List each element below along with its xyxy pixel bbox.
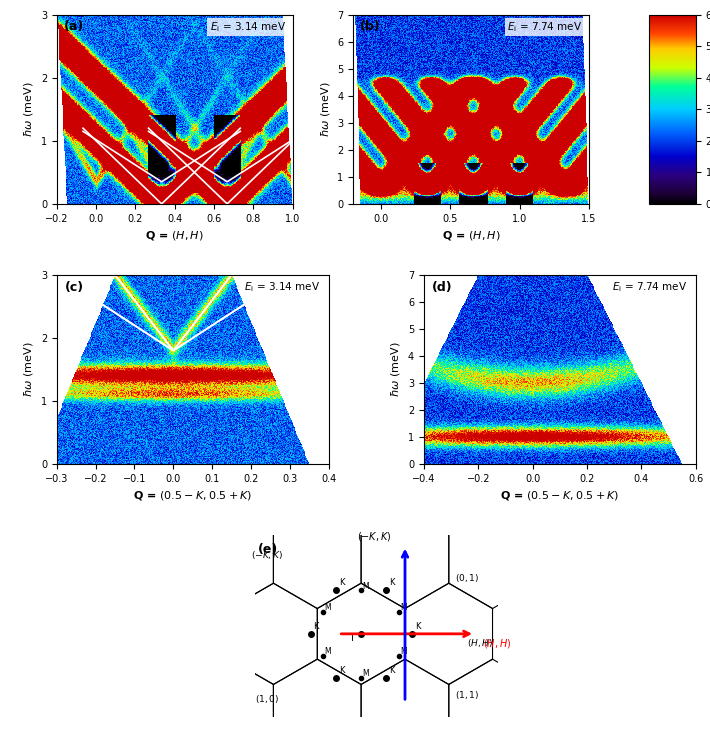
Text: M: M bbox=[324, 603, 332, 613]
Text: K: K bbox=[339, 666, 344, 675]
Y-axis label: $\hbar\omega$ (meV): $\hbar\omega$ (meV) bbox=[389, 342, 403, 397]
Text: K: K bbox=[390, 666, 395, 675]
Text: M: M bbox=[363, 669, 369, 678]
Text: M: M bbox=[400, 603, 407, 613]
Text: $(0, 1)$: $(0, 1)$ bbox=[455, 572, 479, 583]
Text: (d): (d) bbox=[432, 280, 453, 294]
Text: $E_\mathrm{i}$ = 3.14 meV: $E_\mathrm{i}$ = 3.14 meV bbox=[244, 280, 320, 294]
Y-axis label: $\hbar\omega$ (meV): $\hbar\omega$ (meV) bbox=[22, 342, 36, 397]
X-axis label: $\mathbf{Q}$ = $(0.5-K, 0.5+K)$: $\mathbf{Q}$ = $(0.5-K, 0.5+K)$ bbox=[501, 490, 620, 502]
Text: $(H, H)$: $(H, H)$ bbox=[467, 637, 494, 649]
Text: $(-K, K)$: $(-K, K)$ bbox=[251, 549, 283, 561]
Y-axis label: $\hbar\omega$ (meV): $\hbar\omega$ (meV) bbox=[319, 81, 332, 137]
X-axis label: $\mathbf{Q}$ = $(H, H)$: $\mathbf{Q}$ = $(H, H)$ bbox=[442, 229, 501, 242]
Text: (b): (b) bbox=[360, 20, 381, 34]
Text: M: M bbox=[324, 647, 332, 656]
Text: K: K bbox=[314, 622, 319, 631]
Text: (a): (a) bbox=[64, 20, 84, 34]
Text: $(H, H)$: $(H, H)$ bbox=[483, 637, 511, 650]
Text: (e): (e) bbox=[258, 542, 278, 556]
Text: (c): (c) bbox=[65, 280, 84, 294]
Text: $E_\mathrm{i}$ = 7.74 meV: $E_\mathrm{i}$ = 7.74 meV bbox=[507, 20, 582, 34]
Text: $(1, 1)$: $(1, 1)$ bbox=[455, 689, 479, 701]
Text: $E_\mathrm{i}$ = 7.74 meV: $E_\mathrm{i}$ = 7.74 meV bbox=[612, 280, 688, 294]
Text: M: M bbox=[400, 647, 407, 656]
Text: K: K bbox=[339, 578, 344, 588]
Text: $\Gamma$: $\Gamma$ bbox=[351, 632, 358, 643]
X-axis label: $\mathbf{Q}$ = $(0.5-K, 0.5+K)$: $\mathbf{Q}$ = $(0.5-K, 0.5+K)$ bbox=[133, 490, 252, 502]
X-axis label: $\mathbf{Q}$ = $(H, H)$: $\mathbf{Q}$ = $(H, H)$ bbox=[146, 229, 204, 242]
Y-axis label: $\hbar\omega$ (meV): $\hbar\omega$ (meV) bbox=[22, 81, 36, 137]
Text: $(1, 0)$: $(1, 0)$ bbox=[255, 693, 279, 705]
Text: K: K bbox=[415, 622, 420, 631]
Text: K: K bbox=[390, 578, 395, 588]
Text: $(-K, K)$: $(-K, K)$ bbox=[357, 530, 391, 543]
Text: M: M bbox=[363, 581, 369, 591]
Text: $E_\mathrm{i}$ = 3.14 meV: $E_\mathrm{i}$ = 3.14 meV bbox=[209, 20, 285, 34]
